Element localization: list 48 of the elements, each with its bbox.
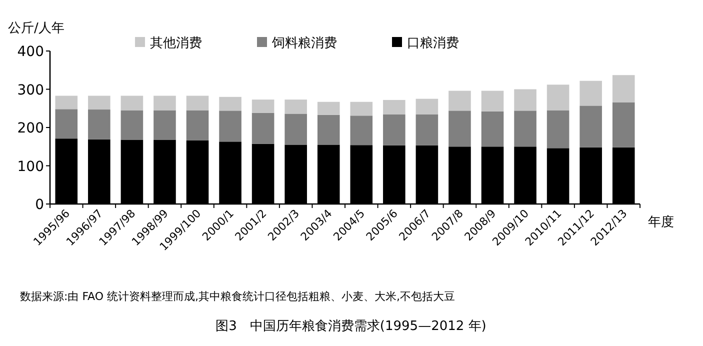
bar — [186, 110, 209, 141]
text: 图3 中国历年粮食消费需求(1995—2012 年) — [216, 319, 486, 334]
bar — [580, 80, 602, 106]
bar — [612, 75, 635, 102]
bar — [120, 110, 144, 140]
bar — [350, 102, 373, 116]
bar — [219, 110, 242, 142]
bar — [154, 96, 176, 110]
y-tick-label: 400 — [17, 44, 44, 60]
y-axis-title: 公斤/人年 — [8, 21, 64, 36]
bar — [219, 96, 242, 111]
legend-label: 饲料粮消费 — [271, 36, 337, 51]
bar — [416, 114, 438, 146]
bar — [546, 84, 570, 110]
bar — [481, 90, 504, 112]
bar — [55, 96, 78, 110]
source-note: 数据来源:由 FAO 统计资料整理而成,其中粮食统计口径包括粗粮、小麦、大米,不包括大豆 — [20, 290, 455, 303]
bar — [55, 109, 78, 139]
bar — [612, 102, 635, 148]
bar — [514, 89, 536, 111]
x-axis-title: 年度 — [648, 214, 674, 230]
bar — [284, 100, 307, 114]
bar — [448, 110, 471, 147]
y-tick-label: 300 — [17, 82, 44, 98]
y-tick-label: 100 — [17, 158, 44, 175]
legend-label: 其他消费 — [150, 36, 202, 51]
bar — [416, 98, 438, 114]
y-tick-label: 0 — [35, 197, 44, 213]
bar — [88, 110, 110, 140]
bar — [481, 111, 504, 147]
bar — [252, 100, 274, 113]
bar — [120, 96, 144, 110]
y-tick-label: 200 — [17, 120, 44, 136]
bar — [252, 112, 274, 144]
bar — [88, 96, 110, 110]
bar — [350, 116, 373, 146]
bar — [448, 90, 471, 111]
bar — [154, 110, 176, 140]
bar — [186, 96, 209, 110]
legend-label: 口粮消费 — [407, 36, 459, 51]
bar — [284, 114, 307, 145]
bar — [383, 100, 406, 114]
bar — [383, 114, 406, 146]
bar — [317, 102, 340, 115]
bar — [514, 110, 536, 147]
bar — [580, 106, 602, 148]
bar — [317, 114, 340, 145]
bar — [546, 110, 570, 148]
